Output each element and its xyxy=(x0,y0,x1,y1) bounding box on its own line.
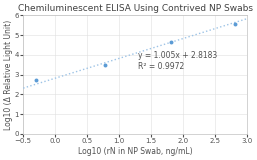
Point xyxy=(103,64,107,66)
Point xyxy=(233,23,237,26)
X-axis label: Log10 (rN in NP Swab, ng/mL): Log10 (rN in NP Swab, ng/mL) xyxy=(78,147,192,156)
Point xyxy=(169,41,173,43)
Title: Chemiluminescent ELISA Using Contrived NP Swabs: Chemiluminescent ELISA Using Contrived N… xyxy=(18,4,253,13)
Y-axis label: Log10 (Δ Relative Light Unit): Log10 (Δ Relative Light Unit) xyxy=(4,20,13,130)
Point xyxy=(34,79,38,81)
Text: y = 1.005x + 2.8183
R² = 0.9972: y = 1.005x + 2.8183 R² = 0.9972 xyxy=(139,51,218,71)
